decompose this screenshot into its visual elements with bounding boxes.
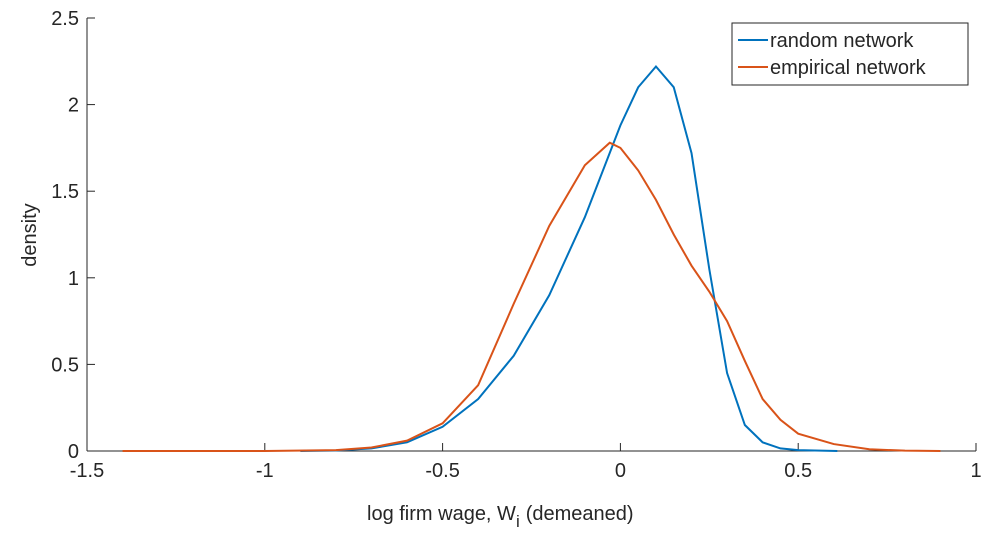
- legend-label: empirical network: [770, 57, 927, 79]
- x-axis-label: log firm wage, Wi (demeaned): [367, 503, 634, 531]
- line-series: [300, 64, 838, 452]
- x-tick-label: 0.5: [784, 460, 812, 482]
- y-tick-label: 1: [68, 268, 79, 290]
- legend-label: random network: [770, 30, 914, 52]
- legend-box: [731, 22, 969, 86]
- y-tick-label: 0.5: [51, 354, 79, 376]
- y-tick-label: 2: [68, 95, 79, 117]
- y-tick-label: 1.5: [51, 181, 79, 203]
- line-series: [122, 141, 941, 452]
- x-tick-label: -1: [256, 460, 274, 482]
- x-label-subscript: i: [516, 512, 520, 531]
- x-label-main: log firm wage, W: [367, 503, 516, 525]
- y-axis-label: density: [19, 203, 41, 266]
- y-tick-label: 0: [68, 441, 79, 463]
- x-tick-label: 1: [970, 460, 981, 482]
- x-tick-label: -1.5: [70, 460, 104, 482]
- x-tick-label: 0: [615, 460, 626, 482]
- y-tick-label: 2.5: [51, 8, 79, 30]
- x-label-after: (demeaned): [526, 503, 634, 525]
- x-tick-label: -0.5: [425, 460, 459, 482]
